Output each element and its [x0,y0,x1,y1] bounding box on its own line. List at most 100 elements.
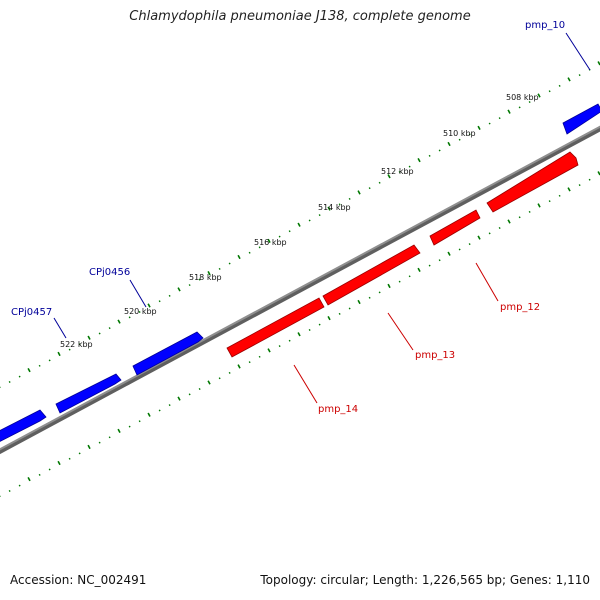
upper-tick-ring-tick [258,246,261,249]
lower-tick-ring-tick [57,460,61,466]
lower-tick-ring-tick [507,219,511,224]
upper-tick-ring-tick [8,380,11,383]
upper-tick-ring-tick [338,203,341,206]
lower-tick-ring-tick [98,441,101,444]
gene-labels: pmp_10 CPj0456 CPj0457 pmp_12 pmp_13 pmp… [11,20,565,415]
upper-tick-ring-tick [368,187,371,190]
upper-tick-ring-tick [68,348,71,351]
lower-tick-ring-tick [308,328,311,331]
upper-tick-ring-tick [578,74,581,77]
upper-tick-ring-tick [447,141,451,147]
upper-tick-ring-tick [308,219,311,222]
lower-tick-ring-tick [528,210,531,213]
scale-labels: 508 kbp 510 kbp 512 kbp 514 kbp 516 kbp … [60,93,539,349]
lower-tick-ring-tick [278,345,281,348]
upper-tick-ring-tick [48,359,51,362]
label-leaders [53,32,591,404]
lower-tick-ring-tick [87,444,91,450]
gene-reverse-pmp13[interactable] [322,244,421,306]
upper-tick-ring-tick [218,267,221,270]
gene-reverse-pmp14[interactable] [226,297,325,358]
scale-label-518: 518 kbp [189,273,222,282]
upper-tick-ring-tick [387,174,391,179]
leader-pmp12 [475,262,499,302]
scale-label-514: 514 kbp [318,203,351,212]
scale-label-522: 522 kbp [60,340,93,349]
scale-label-510: 510 kbp [443,129,476,138]
gene-label-CPj0456[interactable]: CPj0456 [89,267,130,278]
gene-label-CPj0457[interactable]: CPj0457 [11,307,52,318]
lower-tick-ring-tick [288,339,291,342]
lower-tick-ring-tick [228,371,231,374]
upper-tick-ring-tick [128,316,131,319]
lower-tick-ring-tick [188,393,191,396]
upper-tick-ring-tick [138,310,141,313]
lower-tick-ring-tick [548,200,551,203]
leader-pmp13 [387,312,414,351]
gene-label-pmp12[interactable]: pmp_12 [500,302,540,313]
upper-tick-ring-tick [98,332,101,335]
lower-tick-ring-tick [78,452,81,455]
upper-tick-ring-tick [507,109,511,114]
lower-tick-ring-tick [218,377,221,380]
dotted-guide-lines [0,61,600,497]
upper-tick-ring-tick [498,117,501,120]
upper-tick-ring-tick [188,284,191,287]
scale-label-512: 512 kbp [381,167,414,176]
upper-tick-ring-tick [417,158,421,163]
lower-tick-ring-tick [537,203,541,208]
lower-tick-ring-tick [237,364,241,369]
lower-tick-ring-tick [48,468,51,471]
upper-tick-ring-tick [318,214,321,217]
upper-tick-ring-tick [78,343,81,346]
lower-tick-ring-tick [588,178,591,181]
upper-tick-ring-tick [207,271,211,276]
lower-tick-ring-tick [348,307,351,310]
lower-tick-ring-tick [8,489,11,492]
upper-tick-ring-tick [468,133,471,136]
upper-tick-ring-tick [458,138,461,141]
upper-tick-ring-tick [348,197,351,200]
lower-tick-ring-tick [327,316,331,321]
leader-CPj0456 [129,279,147,308]
gene-reverse-pmp12-a[interactable] [486,151,579,213]
lower-tick-ring-tick [248,361,251,364]
upper-tick-ring-tick [558,84,561,87]
lower-tick-ring-tick [147,412,151,417]
gene-forward-left[interactable] [0,409,47,444]
upper-tick-ring-tick [87,335,91,340]
gene-forward-CPj0456[interactable] [132,331,204,376]
upper-tick-ring-tick [158,300,161,303]
reverse-genes [226,151,579,358]
lower-tick-ring-tick [168,404,171,407]
gene-forward-CPj0457[interactable] [55,373,122,414]
lower-tick-ring-tick [378,291,381,294]
upper-tick-ring-tick [297,222,301,227]
lower-tick-ring-tick [518,216,521,219]
upper-tick-ring-tick [378,181,381,184]
lower-tick-ring-tick [488,232,491,235]
gene-forward-pmp10[interactable] [562,103,600,135]
lower-tick-ring-tick [477,235,481,240]
upper-tick-ring-tick [398,171,401,173]
lower-tick-ring-tick [117,428,121,433]
upper-tick-ring-tick [117,319,121,324]
gene-label-pmp14[interactable]: pmp_14 [318,404,358,415]
gene-reverse-pmp12-b[interactable] [429,209,481,246]
upper-tick-ring-tick [27,367,31,373]
lower-tick-ring-tick [438,259,441,262]
gene-label-pmp13[interactable]: pmp_13 [415,350,455,361]
leader-pmp14 [293,364,318,404]
lower-tick-ring-tick [417,267,421,272]
lower-tick-ring-tick [428,264,431,267]
gene-label-pmp10[interactable]: pmp_10 [525,20,565,31]
lower-tick-ring-tick [27,477,31,482]
upper-tick-ring-tick [177,287,181,292]
upper-tick-ring-tick [528,101,531,104]
lower-tick-ring-tick [578,184,581,187]
upper-tick-ring-tick [428,154,431,157]
lower-tick-ring-tick [447,251,451,256]
upper-tick-ring-tick [438,149,441,152]
